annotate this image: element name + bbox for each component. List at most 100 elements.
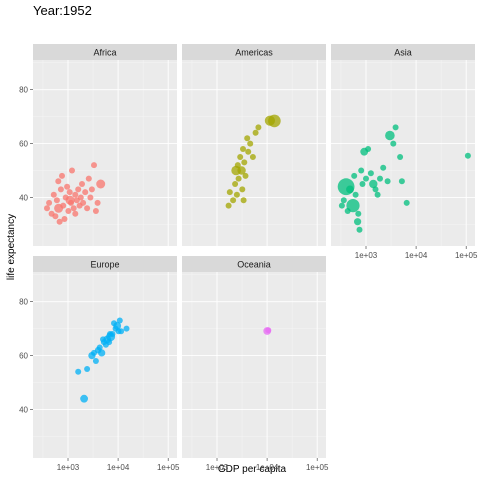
y-tick-label: 80 bbox=[19, 298, 28, 307]
x-tick-label: 1e+03 bbox=[355, 251, 378, 260]
y-tick-label: 60 bbox=[19, 140, 28, 149]
data-point-asia bbox=[392, 124, 399, 131]
data-point-europe bbox=[107, 331, 113, 337]
data-point-africa bbox=[82, 189, 89, 196]
data-point-americas bbox=[247, 140, 254, 147]
x-tick-label: 1e+04 bbox=[405, 251, 428, 260]
data-point-asia bbox=[338, 202, 345, 209]
data-point-americas bbox=[244, 135, 251, 142]
data-point-americas bbox=[242, 172, 249, 179]
y-tick-label: 40 bbox=[19, 405, 28, 414]
data-point-africa bbox=[56, 218, 63, 225]
data-point-asia bbox=[397, 154, 404, 160]
data-point-asia bbox=[355, 210, 362, 217]
facet-oceania: Oceania 1e+03 1e+04 1e+05 bbox=[182, 256, 329, 472]
data-point-americas bbox=[252, 129, 259, 136]
x-tick-label: 1e+03 bbox=[57, 463, 80, 472]
data-point-europe bbox=[118, 328, 125, 335]
data-point-asia bbox=[403, 199, 410, 206]
chart-title: Year:1952 bbox=[33, 3, 92, 18]
facet-europe: Europe 40 60 80 1e+03 1e+04 1e+05 bbox=[19, 256, 180, 472]
data-point-americas bbox=[237, 166, 246, 175]
data-point-americas bbox=[226, 189, 233, 196]
panel-background-oceania bbox=[182, 272, 326, 458]
y-tick-label: 40 bbox=[19, 193, 28, 202]
x-tick-label: 1e+03 bbox=[206, 463, 229, 472]
data-point-africa bbox=[84, 205, 91, 212]
panel-background-americas bbox=[182, 60, 326, 246]
data-point-europe bbox=[123, 325, 130, 332]
y-tick-label: 60 bbox=[19, 352, 28, 361]
data-point-americas bbox=[234, 162, 241, 169]
data-point-africa bbox=[75, 186, 82, 193]
facet-americas: Americas bbox=[182, 44, 326, 246]
facet-strip-africa bbox=[33, 44, 177, 60]
facet-strip-asia bbox=[331, 44, 475, 60]
x-tick-label: 1e+05 bbox=[455, 251, 478, 260]
data-point-asia bbox=[340, 197, 347, 204]
data-point-americas bbox=[232, 181, 239, 187]
x-tick-label: 1e+05 bbox=[157, 463, 180, 472]
data-point-africa bbox=[72, 191, 79, 198]
data-point-asia bbox=[374, 191, 381, 198]
data-point-europe bbox=[84, 366, 91, 372]
data-point-asia bbox=[380, 164, 387, 171]
data-point-asia bbox=[384, 178, 391, 185]
data-point-africa bbox=[88, 186, 95, 193]
data-point-americas bbox=[241, 159, 248, 166]
data-point-africa bbox=[85, 175, 92, 182]
data-point-asia bbox=[369, 179, 378, 189]
data-point-africa bbox=[72, 210, 79, 217]
data-point-asia bbox=[344, 208, 351, 214]
x-tick-label: 1e+04 bbox=[107, 463, 130, 472]
data-point-americas bbox=[255, 124, 262, 131]
data-point-asia bbox=[372, 186, 379, 193]
data-point-europe bbox=[98, 349, 106, 357]
data-point-africa bbox=[44, 205, 50, 212]
data-point-africa bbox=[70, 205, 77, 212]
panel-background-europe bbox=[33, 272, 177, 458]
data-point-africa bbox=[53, 197, 60, 204]
data-point-europe bbox=[75, 368, 82, 375]
data-point-asia bbox=[377, 175, 383, 182]
data-point-asia bbox=[363, 175, 369, 182]
y-axis-title: life expectancy bbox=[6, 214, 17, 280]
data-point-africa bbox=[64, 183, 71, 190]
facet-strip-americas bbox=[182, 44, 326, 60]
data-point-asia bbox=[346, 185, 354, 194]
data-point-americas bbox=[245, 148, 252, 155]
y-tick-label: 80 bbox=[19, 86, 28, 95]
data-point-africa bbox=[80, 199, 87, 206]
data-point-americas bbox=[230, 197, 237, 204]
facet-strip-label-oceania: Oceania bbox=[237, 260, 271, 270]
data-point-europe bbox=[116, 317, 123, 324]
data-point-africa bbox=[50, 191, 57, 198]
facet-strip-label-africa: Africa bbox=[93, 48, 116, 58]
data-point-americas bbox=[240, 197, 247, 204]
data-point-europe bbox=[92, 358, 99, 364]
data-point-asia bbox=[385, 130, 395, 141]
data-point-asia bbox=[358, 167, 365, 174]
data-point-asia bbox=[365, 146, 372, 152]
data-point-africa bbox=[79, 181, 85, 187]
data-point-africa bbox=[87, 194, 94, 201]
data-point-africa bbox=[57, 186, 64, 193]
data-point-asia bbox=[352, 191, 359, 198]
data-point-africa bbox=[65, 195, 75, 205]
data-point-americas bbox=[225, 202, 232, 209]
data-point-europe bbox=[80, 394, 88, 403]
data-point-asia bbox=[390, 140, 397, 147]
facet-africa: Africa 40 60 80 bbox=[19, 44, 177, 246]
x-axis-title: GDP per capita bbox=[218, 464, 287, 475]
data-point-americas bbox=[235, 175, 242, 182]
data-point-asia bbox=[351, 172, 358, 179]
facet-strip-label-americas: Americas bbox=[235, 48, 273, 58]
data-point-africa bbox=[46, 199, 53, 206]
data-point-africa bbox=[52, 213, 59, 220]
data-point-europe bbox=[96, 344, 103, 351]
data-point-africa bbox=[96, 179, 106, 189]
panel-background-asia bbox=[331, 60, 475, 246]
data-point-africa bbox=[92, 208, 99, 214]
facet-strip-label-europe: Europe bbox=[90, 260, 119, 270]
x-tick-label: 1e+05 bbox=[306, 463, 329, 472]
